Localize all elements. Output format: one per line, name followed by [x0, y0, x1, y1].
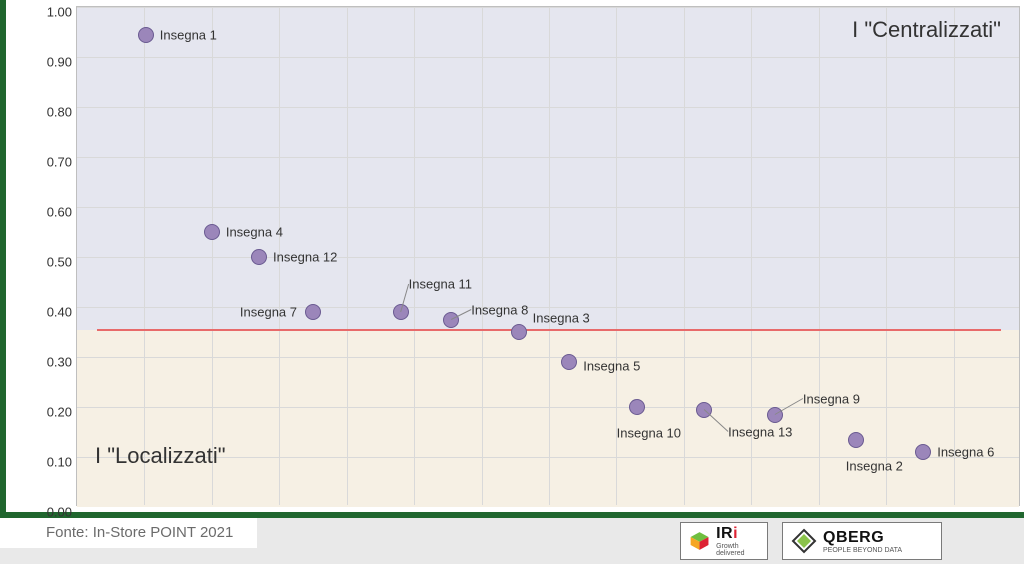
y-tick-label: 0.70: [22, 155, 72, 170]
region-upper-label: I "Centralizzati": [852, 17, 1001, 43]
data-point-label: Insegna 9: [803, 391, 860, 406]
data-point-label: Insegna 11: [409, 277, 472, 292]
data-point-label: Insegna 13: [728, 424, 792, 439]
y-tick-label: 0.60: [22, 205, 72, 220]
data-point-label: Insegna 8: [471, 302, 528, 317]
y-tick-label: 0.10: [22, 455, 72, 470]
y-tick-label: 0.30: [22, 355, 72, 370]
data-point: [511, 324, 527, 340]
gridline-horizontal: [77, 207, 1019, 208]
data-point: [251, 249, 267, 265]
footer-bar: Fonte: In-Store POINT 2021 IRi Growth de…: [0, 518, 1024, 564]
gridline-vertical: [347, 7, 348, 505]
iri-logo-text: IRi: [716, 525, 759, 543]
data-point-label: Insegna 10: [617, 426, 681, 441]
data-point: [393, 304, 409, 320]
gridline-horizontal: [77, 357, 1019, 358]
data-point: [629, 399, 645, 415]
gridline-vertical: [414, 7, 415, 505]
data-point: [915, 444, 931, 460]
data-point-label: Insegna 4: [226, 225, 283, 240]
region-lower-label: I "Localizzati": [95, 443, 226, 469]
data-point: [767, 407, 783, 423]
gridline-horizontal: [77, 407, 1019, 408]
data-point-label: Insegna 6: [937, 445, 994, 460]
data-point: [138, 27, 154, 43]
data-point-label: Insegna 3: [533, 311, 590, 326]
iri-logo-sub: Growth delivered: [716, 543, 759, 557]
logo-qberg: QBERG PEOPLE BEYOND DATA: [782, 522, 942, 560]
gridline-vertical: [482, 7, 483, 505]
y-tick-label: 0.80: [22, 105, 72, 120]
gridline-vertical: [144, 7, 145, 505]
chart-area: I "Centralizzati" I "Localizzati" Insegna …: [26, 6, 1024, 506]
data-point: [561, 354, 577, 370]
y-tick-label: 0.90: [22, 55, 72, 70]
qberg-logo-sub: PEOPLE BEYOND DATA: [823, 547, 902, 554]
data-point-label: Insegna 7: [240, 305, 297, 320]
gridline-vertical: [549, 7, 550, 505]
plot-region: I "Centralizzati" I "Localizzati" Insegna …: [76, 6, 1020, 506]
y-tick-label: 0.40: [22, 305, 72, 320]
source-citation: Fonte: In-Store POINT 2021: [0, 518, 257, 548]
gridline-vertical: [684, 7, 685, 505]
y-tick-label: 0.20: [22, 405, 72, 420]
data-point-label: Insegna 2: [846, 458, 903, 473]
gridline-vertical: [819, 7, 820, 505]
data-point-label: Insegna 5: [583, 359, 640, 374]
qberg-logo-text: QBERG: [823, 529, 902, 547]
gridline-horizontal: [77, 157, 1019, 158]
gridline-horizontal: [77, 57, 1019, 58]
threshold-line: [97, 329, 1001, 331]
data-point-label: Insegna 12: [273, 250, 337, 265]
y-tick-label: 0.50: [22, 255, 72, 270]
gridline-horizontal: [77, 257, 1019, 258]
iri-cube-icon: [689, 528, 710, 554]
data-point: [305, 304, 321, 320]
gridline-horizontal: [77, 107, 1019, 108]
qberg-diamond-icon: [791, 528, 817, 554]
gridline-vertical: [212, 7, 213, 505]
y-tick-label: 1.00: [22, 5, 72, 20]
region-upper: [77, 7, 1019, 330]
logo-iri: IRi Growth delivered: [680, 522, 768, 560]
data-point: [204, 224, 220, 240]
data-point: [848, 432, 864, 448]
gridline-horizontal: [77, 7, 1019, 8]
chart-frame: I "Centralizzati" I "Localizzati" Insegna …: [0, 0, 1024, 518]
gridline-horizontal: [77, 307, 1019, 308]
gridline-vertical: [954, 7, 955, 505]
data-point: [696, 402, 712, 418]
gridline-vertical: [886, 7, 887, 505]
data-point: [443, 312, 459, 328]
data-point-label: Insegna 1: [160, 27, 217, 42]
